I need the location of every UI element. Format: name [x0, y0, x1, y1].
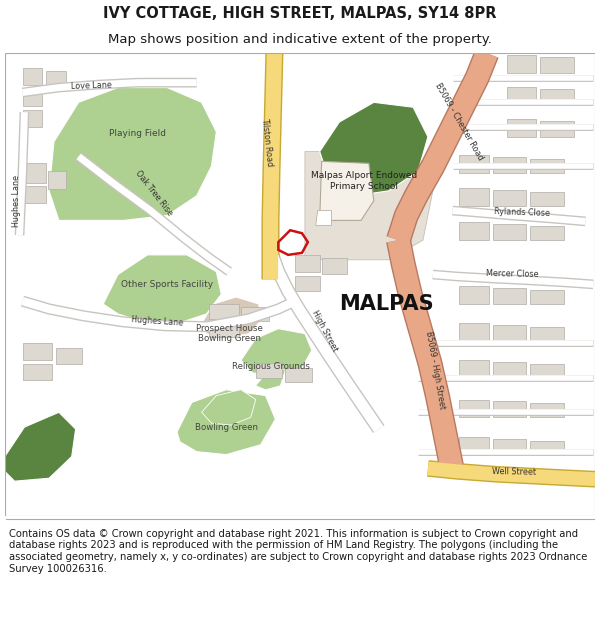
- Polygon shape: [540, 89, 574, 104]
- Text: High Street: High Street: [310, 309, 339, 352]
- Polygon shape: [506, 87, 536, 104]
- Polygon shape: [5, 412, 76, 481]
- Text: Well Street: Well Street: [493, 468, 536, 478]
- Text: Prospect House
Bowling Green: Prospect House Bowling Green: [196, 324, 263, 343]
- Polygon shape: [506, 55, 536, 72]
- Text: Bowling Green: Bowling Green: [194, 422, 257, 431]
- Text: B5069 - Chester Road: B5069 - Chester Road: [434, 82, 485, 162]
- Polygon shape: [320, 161, 374, 221]
- Polygon shape: [530, 327, 564, 341]
- Polygon shape: [493, 190, 526, 206]
- Polygon shape: [493, 401, 526, 418]
- Polygon shape: [322, 258, 347, 274]
- Polygon shape: [49, 88, 217, 221]
- Text: MALPAS: MALPAS: [339, 294, 434, 314]
- Polygon shape: [540, 121, 574, 137]
- Text: IVY COTTAGE, HIGH STREET, MALPAS, SY14 8PR: IVY COTTAGE, HIGH STREET, MALPAS, SY14 8…: [103, 6, 497, 21]
- Text: Hughes Lane: Hughes Lane: [12, 175, 21, 227]
- Polygon shape: [23, 186, 46, 202]
- Polygon shape: [202, 297, 260, 339]
- Polygon shape: [23, 89, 42, 106]
- Polygon shape: [241, 307, 269, 321]
- Polygon shape: [256, 363, 282, 378]
- Polygon shape: [23, 343, 52, 360]
- Polygon shape: [316, 211, 331, 226]
- Polygon shape: [241, 329, 312, 376]
- Polygon shape: [46, 71, 66, 88]
- Polygon shape: [305, 151, 433, 260]
- Polygon shape: [23, 364, 52, 380]
- Polygon shape: [320, 102, 428, 196]
- Polygon shape: [295, 255, 320, 272]
- Text: Map shows position and indicative extent of the property.: Map shows position and indicative extent…: [108, 33, 492, 46]
- Text: Playing Field: Playing Field: [109, 129, 166, 138]
- Polygon shape: [23, 110, 42, 127]
- Polygon shape: [530, 226, 564, 240]
- Polygon shape: [506, 119, 536, 137]
- Polygon shape: [48, 171, 66, 189]
- Polygon shape: [530, 290, 564, 304]
- Polygon shape: [493, 288, 526, 304]
- Polygon shape: [202, 389, 256, 425]
- Polygon shape: [460, 399, 489, 418]
- Polygon shape: [460, 322, 489, 341]
- Polygon shape: [460, 437, 489, 454]
- Polygon shape: [493, 158, 526, 173]
- Text: Love Lane: Love Lane: [71, 81, 112, 91]
- Polygon shape: [285, 368, 312, 382]
- Polygon shape: [460, 360, 489, 378]
- Polygon shape: [530, 364, 564, 378]
- Polygon shape: [209, 322, 239, 336]
- Polygon shape: [493, 439, 526, 454]
- Polygon shape: [540, 57, 574, 72]
- Polygon shape: [493, 224, 526, 240]
- Text: Mercer Close: Mercer Close: [486, 269, 539, 279]
- Polygon shape: [209, 304, 239, 319]
- Polygon shape: [460, 222, 489, 240]
- Text: Oak Tree Rise: Oak Tree Rise: [134, 169, 175, 217]
- Text: Contains OS data © Crown copyright and database right 2021. This information is : Contains OS data © Crown copyright and d…: [9, 529, 587, 574]
- Text: Religious Grounds: Religious Grounds: [232, 361, 310, 371]
- Polygon shape: [23, 68, 42, 84]
- Polygon shape: [103, 255, 221, 324]
- Polygon shape: [177, 389, 275, 454]
- Polygon shape: [530, 441, 564, 454]
- Text: Rylands Close: Rylands Close: [494, 207, 550, 218]
- Polygon shape: [460, 188, 489, 206]
- Polygon shape: [23, 163, 46, 183]
- Polygon shape: [56, 348, 82, 364]
- Polygon shape: [530, 159, 564, 173]
- Polygon shape: [460, 156, 489, 173]
- Polygon shape: [493, 362, 526, 378]
- Polygon shape: [460, 286, 489, 304]
- Text: Other Sports Facility: Other Sports Facility: [121, 280, 213, 289]
- Polygon shape: [530, 192, 564, 206]
- Text: B5069 - High Street: B5069 - High Street: [424, 330, 446, 409]
- Polygon shape: [256, 368, 285, 389]
- Polygon shape: [493, 325, 526, 341]
- Text: Hughes Lane: Hughes Lane: [131, 316, 184, 328]
- Polygon shape: [295, 276, 320, 291]
- Polygon shape: [530, 404, 564, 418]
- Text: Tilston Road: Tilston Road: [260, 117, 275, 166]
- Text: Malpas Alport Endowed
Primary School: Malpas Alport Endowed Primary School: [311, 171, 417, 191]
